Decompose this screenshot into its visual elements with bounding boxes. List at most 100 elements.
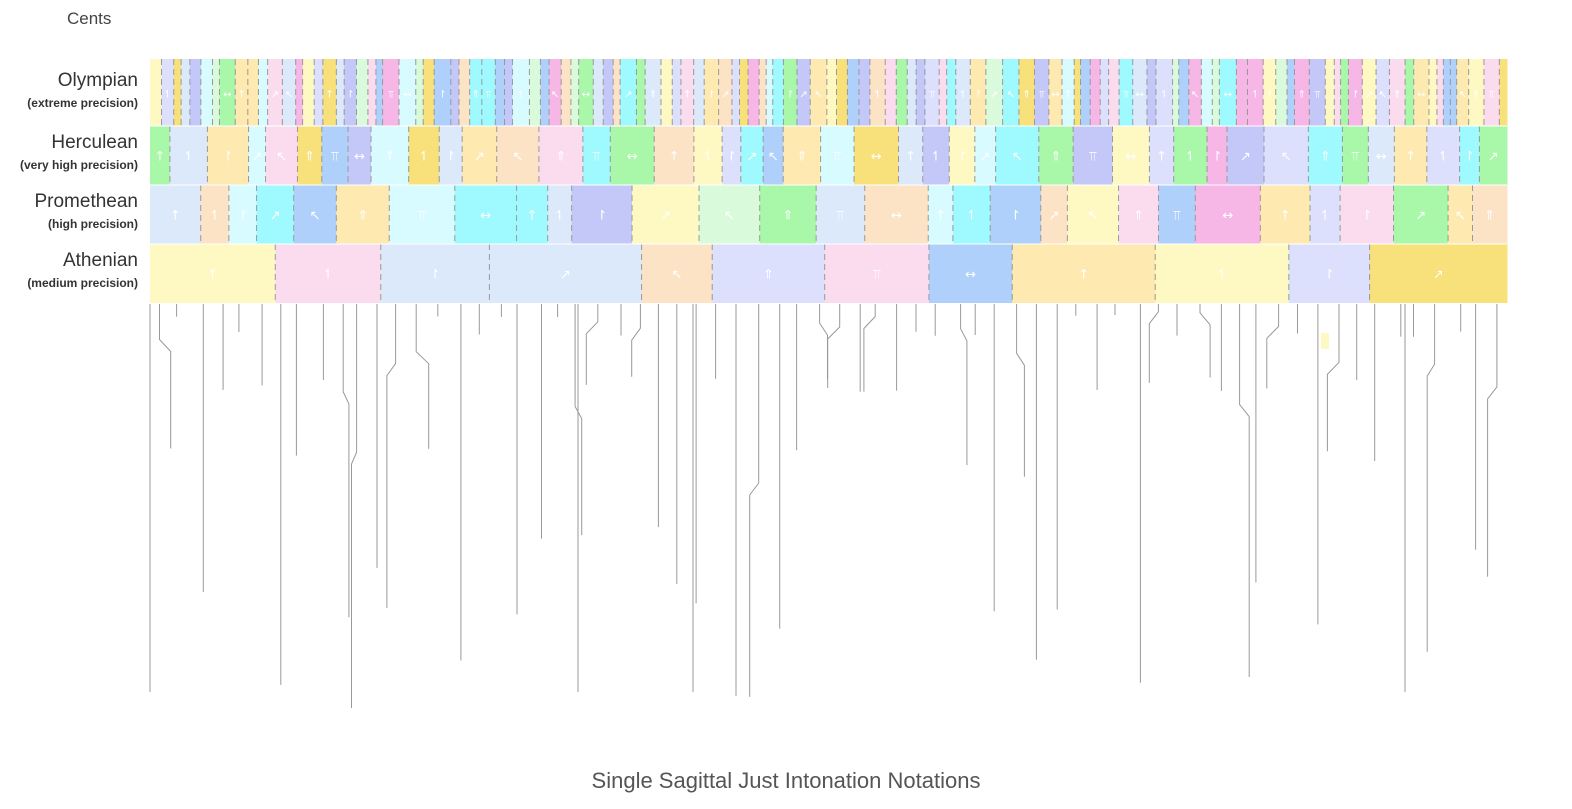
sagittal-symbol: ↔ [627,150,638,165]
sagittal-symbol: ⫪ [1173,209,1180,224]
notation-cell [854,126,900,185]
notation-cell [1108,59,1120,126]
notation-cell [1325,59,1335,126]
boundary-drop-line [1199,304,1211,378]
notation-cell [1149,126,1175,185]
sagittal-symbol: ↿ [931,150,942,165]
notation-cell [322,59,337,126]
notation-cell [766,59,774,126]
level-name-olympian: Olympian [57,70,138,91]
notation-cell [1294,59,1310,126]
boundary-drop-line [386,304,397,608]
notation-cell [169,126,208,185]
sagittal-symbol: ↖ [671,268,682,283]
sagittal-symbol: ⇑ [1472,90,1480,101]
sagittal-symbol: ↑ [325,90,333,101]
sagittal-symbol: ⫪ [1313,90,1320,101]
sagittal-symbol: ⇑ [555,150,566,165]
notation-cell [660,59,673,126]
notation-cell [1219,59,1237,126]
sagittal-symbol: ⇑ [357,209,368,224]
notation-cell [247,59,259,126]
sagittal-symbol: ↿ [1251,90,1259,101]
notation-cell [916,59,926,126]
boundary-drop-line [1426,304,1436,652]
sagittal-symbol: ↾ [957,150,968,165]
sagittal-symbol: ↖ [512,150,523,165]
sagittal-symbol: ⇑ [472,90,480,101]
notation-cell [718,59,733,126]
notation-cell [1132,59,1148,126]
sagittal-symbol: ↗ [474,150,485,165]
sagittal-symbol: ↔ [871,150,882,165]
notation-cell [1340,185,1395,244]
notation-cell [1287,59,1295,126]
sagittal-symbol: ↾ [786,90,794,101]
notation-cell [810,59,828,126]
notation-cell [439,126,463,185]
sagittal-symbol: ⇑ [1320,150,1331,165]
notation-cell [348,126,372,185]
notation-cell [928,185,954,244]
sagittal-symbol: ↿ [1160,90,1168,101]
sagittal-symbol: ↔ [1125,150,1136,165]
notation-cell [759,59,767,126]
notation-cell [570,59,580,126]
sagittal-symbol: ↔ [1224,90,1232,101]
notation-cell [1369,244,1508,303]
sagittal-symbol: ↿ [1438,150,1449,165]
level-name-athenian: Athenian [62,250,138,271]
notation-cell [496,126,540,185]
notation-cell [704,59,720,126]
notation-cell [924,59,940,126]
notation-cell [1376,59,1390,126]
sagittal-symbol: ⇑ [304,150,315,165]
sagittal-symbol: ↑ [207,268,218,283]
sagittal-symbol: ↔ [582,90,590,101]
sagittal-symbol: ↿ [163,90,171,101]
notation-cell [693,126,723,185]
sagittal-symbol: ↑ [1156,150,1167,165]
sagittal-symbol: ↖ [1455,209,1466,224]
notation-cell [593,59,604,126]
sagittal-symbol: ↗ [1433,268,1444,283]
notation-cell [731,59,741,126]
sagittal-symbol: ↗ [990,90,998,101]
notation-cell [1348,59,1363,126]
notation-cell [450,59,460,126]
notation-cell [295,59,304,126]
sagittal-symbol: ⫪ [418,209,425,224]
notation-cell [985,59,1004,126]
notation-cell [173,59,182,126]
notation-cell [356,59,369,126]
sagittal-symbol: ⇑ [1393,90,1401,101]
notation-cell [885,59,897,126]
notation-cell [1450,59,1458,126]
sagittal-symbol: ⫪ [1488,90,1495,101]
boundary-drop-line [415,304,430,449]
notation-cell [1061,59,1075,126]
level-name-promethean: Promethean [34,191,138,212]
notation-cell [549,59,562,126]
sagittal-symbol: ↗ [660,209,671,224]
notation-cell [529,59,541,126]
sagittal-symbol: ↖ [551,90,559,101]
notation-cell [693,59,705,126]
notation-cell [571,185,633,244]
notation-cell [816,185,866,244]
notation-cell [1340,59,1349,126]
sagittal-symbol: ↔ [403,90,411,101]
notation-cell [200,185,230,244]
notation-cell [1100,59,1110,126]
notation-cell [970,59,987,126]
sagittal-symbol: ↿ [959,90,967,101]
notation-cell [1459,126,1480,185]
notation-cell [858,59,871,126]
sagittal-symbol: ⇑ [649,90,657,101]
notation-cell [1263,59,1277,126]
sagittal-symbol: ⫪ [1089,150,1096,165]
notation-cell [1212,59,1220,126]
notation-cell [740,126,764,185]
sagittal-symbol: ⇑ [1133,209,1144,224]
notation-cell [680,59,695,126]
